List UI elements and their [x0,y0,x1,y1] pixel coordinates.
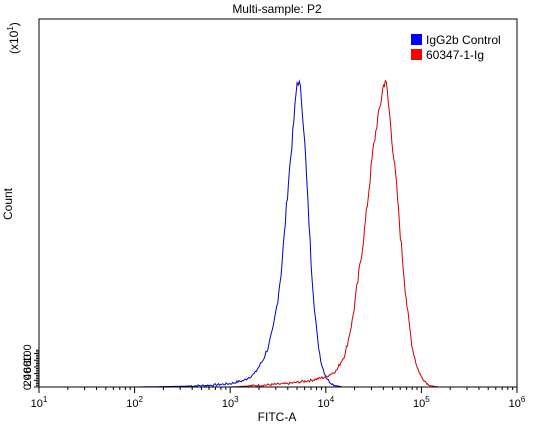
x-axis-label: FITC-A [258,410,297,424]
legend-label-2: 60347-1-Ig [426,48,484,62]
x-axis-ticks: 101 102 103 104 105 106 [31,387,526,410]
legend-swatch-2 [411,49,422,60]
series-layer [134,79,439,388]
legend-label-1: IgG2b Control [426,33,501,47]
y-tick-label: 100 [22,344,34,362]
x-tick-label: 101 [31,395,48,410]
y-tick-label: 0 [22,384,34,390]
x-tick-label: 103 [222,395,239,410]
series-line-2 [230,79,439,388]
plot-frame [38,18,518,388]
legend-swatch-1 [411,34,422,45]
y-tick-label: 80 [22,354,34,366]
y-tick-label: 20 [22,374,34,386]
x-tick-label: 105 [413,395,430,410]
y-tick-label: 40 [22,367,34,379]
x-tick-label: 106 [509,395,526,410]
series-line-1 [134,79,372,388]
y-tick-label: 60 [22,361,34,373]
x-tick-label: 102 [126,395,143,410]
chart-title: Multi-sample: P2 [232,2,322,16]
y-multiplier-label: (x101) [6,22,21,54]
y-axis-label: Count [1,187,15,220]
x-tick-label: 104 [317,395,334,410]
